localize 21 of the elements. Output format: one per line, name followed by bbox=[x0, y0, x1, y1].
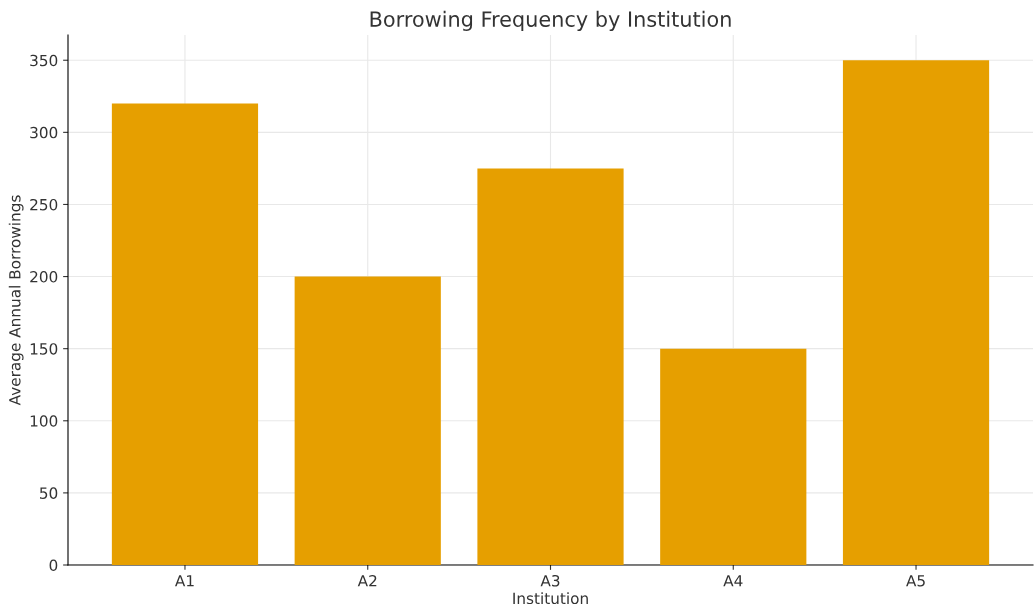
bar bbox=[660, 348, 807, 565]
y-tick-label: 0 bbox=[49, 559, 58, 572]
y-tick-label: 300 bbox=[30, 126, 58, 139]
chart-title: Borrowing Frequency by Institution bbox=[370, 10, 731, 31]
x-tick-label: A2 bbox=[357, 574, 377, 587]
x-tick-label: A3 bbox=[540, 574, 560, 587]
x-axis-title: Institution bbox=[513, 592, 588, 605]
x-tick-label: A4 bbox=[723, 575, 743, 587]
x-tick-label: A5 bbox=[906, 575, 925, 587]
bar bbox=[294, 276, 441, 565]
x-tick-label: A1 bbox=[175, 575, 194, 587]
y-tick-label: 150 bbox=[30, 343, 58, 355]
bar bbox=[842, 60, 990, 565]
y-tick-label: 350 bbox=[30, 54, 58, 67]
y-tick-label: 50 bbox=[40, 487, 58, 499]
y-axis-title: Average Annual Borrowings bbox=[8, 195, 24, 406]
y-tick-label: 100 bbox=[30, 415, 58, 427]
bar bbox=[111, 103, 259, 565]
y-tick-label: 250 bbox=[30, 198, 58, 211]
y-tick-label: 200 bbox=[30, 271, 58, 283]
bar bbox=[477, 168, 624, 565]
